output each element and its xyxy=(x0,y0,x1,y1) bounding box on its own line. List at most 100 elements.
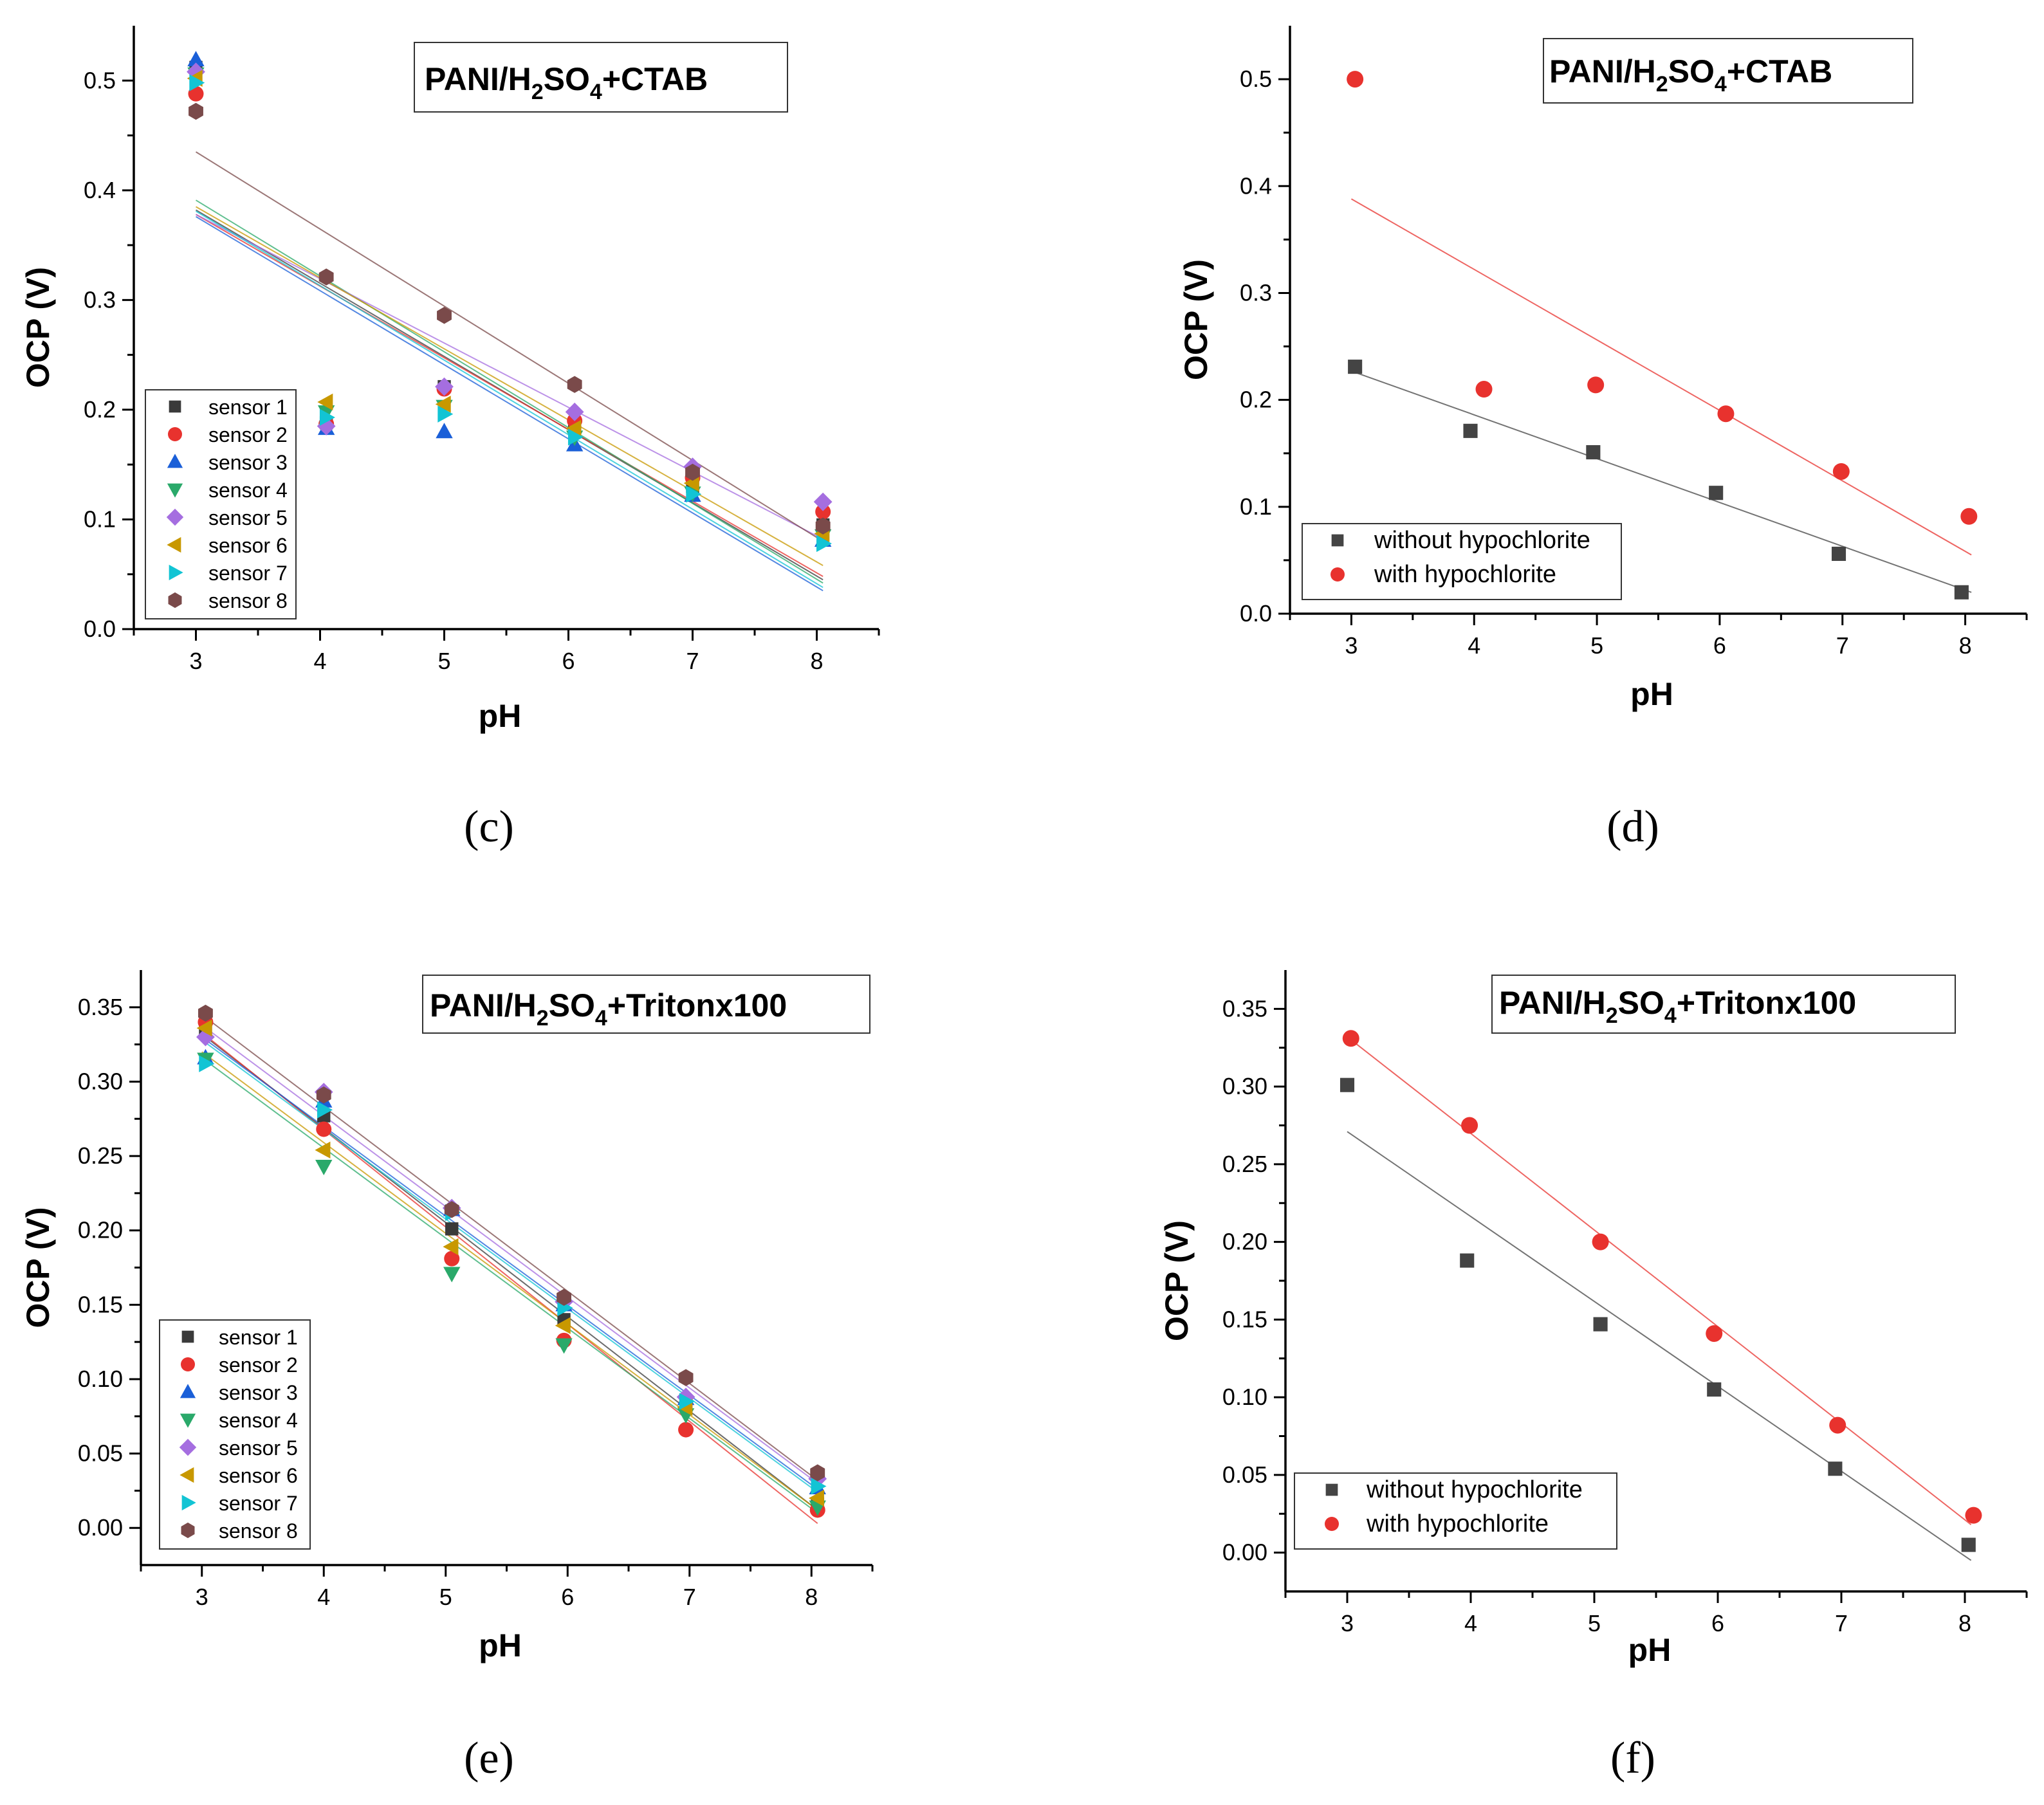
y-tick-label: 0.3 xyxy=(1240,279,1272,306)
data-point xyxy=(1954,585,1969,600)
legend-marker xyxy=(179,1438,197,1456)
legend-label: with hypochlorite xyxy=(1366,1510,1549,1537)
chart-title: PANI/H2SO4+Tritonx100 xyxy=(1499,985,1856,1028)
y-tick-label: 0.25 xyxy=(78,1142,123,1169)
data-point xyxy=(1460,1253,1475,1268)
data-point xyxy=(1342,1030,1359,1047)
x-tick-label: 8 xyxy=(1958,1610,1971,1636)
x-tick-label: 3 xyxy=(1341,1610,1354,1636)
data-point xyxy=(1706,1325,1723,1342)
data-point xyxy=(567,428,584,446)
y-tick-label: 0.1 xyxy=(1240,493,1272,520)
fit-line xyxy=(195,214,824,578)
x-tick-label: 8 xyxy=(1959,632,1972,659)
title-box xyxy=(414,42,788,113)
data-point xyxy=(199,1055,215,1072)
y-tick-label: 0.15 xyxy=(1222,1306,1267,1332)
data-point xyxy=(555,1317,571,1334)
legend-label: sensor 4 xyxy=(219,1409,298,1432)
title-subscript: 4 xyxy=(1664,1003,1677,1028)
legend-label: sensor 5 xyxy=(208,506,288,529)
y-tick-label: 0.5 xyxy=(84,67,116,93)
title-part: +CTAB xyxy=(602,61,708,97)
data-point xyxy=(1832,463,1850,480)
data-point xyxy=(813,492,833,511)
data-point xyxy=(318,268,334,286)
data-point xyxy=(1348,360,1363,374)
legend-marker xyxy=(169,400,181,413)
data-point xyxy=(1965,1507,1982,1524)
legend-marker xyxy=(167,454,183,468)
data-point xyxy=(1960,508,1978,525)
x-tick-label: 4 xyxy=(1464,1610,1477,1636)
y-tick-label: 0.2 xyxy=(84,396,116,423)
data-point xyxy=(810,1464,825,1481)
legend-marker xyxy=(181,1522,195,1539)
data-point xyxy=(557,1288,571,1306)
data-point xyxy=(443,1238,459,1256)
x-tick-label: 8 xyxy=(810,648,823,674)
data-point xyxy=(1961,1537,1976,1552)
data-point xyxy=(815,504,831,520)
data-point xyxy=(1347,71,1364,88)
data-point xyxy=(1593,1317,1608,1332)
data-point xyxy=(565,402,584,421)
legend-label: sensor 8 xyxy=(208,589,288,612)
legend-marker xyxy=(181,1357,195,1371)
legend-label: sensor 7 xyxy=(219,1492,298,1515)
fit-line xyxy=(195,210,824,589)
fit-line xyxy=(201,1039,818,1493)
title-part: SO xyxy=(1668,53,1715,89)
legend-marker xyxy=(180,1467,194,1483)
data-point xyxy=(317,1101,333,1119)
data-point xyxy=(198,1004,213,1022)
y-tick-label: 0.5 xyxy=(1240,66,1272,92)
legend-label: sensor 7 xyxy=(208,562,288,585)
legend-marker xyxy=(167,483,183,498)
data-point xyxy=(444,1201,459,1218)
title-subscript: 2 xyxy=(537,1006,549,1031)
chart-panel-f: 3 4 5 6 7 8 0.00 0.05 0.10 0.15 0.20 0.25 0.30 0.35 pH… xyxy=(1159,970,2028,1668)
title-part: +CTAB xyxy=(1727,53,1832,89)
title-part: SO xyxy=(549,987,595,1023)
data-point xyxy=(1707,1382,1722,1397)
x-axis-label: pH xyxy=(479,1627,522,1663)
x-tick-label: 8 xyxy=(805,1584,818,1610)
y-tick-label: 0.0 xyxy=(84,616,116,642)
legend-label: sensor 6 xyxy=(219,1464,298,1487)
legend-box xyxy=(145,389,297,619)
y-tick-label: 0.30 xyxy=(78,1068,123,1094)
y-tick-label: 0.35 xyxy=(78,994,123,1020)
x-tick-label: 7 xyxy=(686,648,699,674)
data-point xyxy=(1475,381,1493,398)
legend-label: sensor 2 xyxy=(219,1353,298,1377)
fit-line xyxy=(1351,370,1972,593)
data-point xyxy=(686,486,702,503)
x-tick-label: 3 xyxy=(1345,632,1358,659)
data-point xyxy=(436,423,453,439)
fit-line xyxy=(195,215,824,592)
data-point xyxy=(445,1222,459,1236)
y-tick-label: 0.10 xyxy=(78,1366,123,1392)
data-point xyxy=(1717,405,1735,423)
x-tick-label: 5 xyxy=(1588,1610,1601,1636)
fit-line xyxy=(201,1033,818,1511)
data-point xyxy=(1829,1416,1846,1434)
title-part: +Tritonx100 xyxy=(1677,985,1856,1021)
x-tick-label: 4 xyxy=(1468,632,1480,659)
legend-label: sensor 6 xyxy=(208,534,288,557)
y-axis-label: OCP (V) xyxy=(1159,1220,1195,1341)
title-part: PANI/H xyxy=(1499,985,1606,1021)
legend-label: without hypochlorite xyxy=(1374,527,1590,554)
data-point xyxy=(816,535,832,553)
legend-label: sensor 1 xyxy=(219,1326,298,1349)
data-point xyxy=(685,463,700,481)
chart-panel-d: 3 4 5 6 7 8 0.0 0.1 0.2 0.3 0.4 0.5 pH OCP (V) PANI/H2… xyxy=(1178,26,2028,712)
legend-label: sensor 1 xyxy=(208,396,288,419)
legend-marker xyxy=(1331,534,1344,547)
data-point xyxy=(435,377,454,396)
fit-line xyxy=(201,1014,818,1481)
panel-label-d: (d) xyxy=(1607,802,1659,852)
y-tick-label: 0.05 xyxy=(78,1440,123,1467)
